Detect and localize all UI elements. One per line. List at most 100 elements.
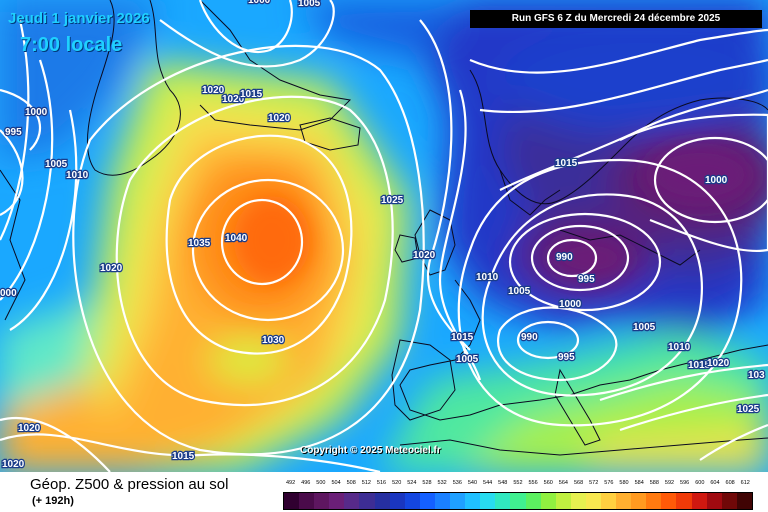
isobar-1015-greenland bbox=[198, 0, 293, 53]
isobar-1020-sw bbox=[0, 417, 111, 472]
legend-value: 608 bbox=[725, 480, 735, 486]
isobar-label: 1015 bbox=[172, 451, 195, 462]
legend-swatch bbox=[329, 493, 345, 509]
isobar-1005-ne bbox=[619, 113, 768, 253]
legend-value: 592 bbox=[664, 480, 675, 486]
isobar-label: 1020 bbox=[268, 113, 291, 124]
isobar-label: 1025 bbox=[381, 195, 404, 206]
isobar-1025-se bbox=[699, 423, 768, 461]
legend-swatch bbox=[525, 493, 541, 509]
legend-value: 548 bbox=[498, 480, 508, 486]
legend-value: 540 bbox=[467, 480, 478, 486]
isobar-1020-se bbox=[619, 393, 768, 432]
legend-swatch bbox=[585, 493, 601, 509]
legend-swatch bbox=[314, 493, 330, 509]
map-footer: Géop. Z500 & pression au sol (+ 192h) 49… bbox=[0, 472, 768, 512]
legend-swatch bbox=[706, 493, 722, 509]
z500-color-field bbox=[0, 0, 768, 472]
isobar-label: 1005 bbox=[633, 322, 656, 333]
isobar-1035-high bbox=[191, 178, 345, 322]
map-parameter-title: Géop. Z500 & pression au sol bbox=[30, 476, 229, 493]
forecast-date: Jeudi 1 janvier 2026 bbox=[8, 10, 150, 27]
legend-value: 532 bbox=[437, 480, 447, 486]
ireland-coastline bbox=[394, 234, 419, 263]
isobar-label: 1040 bbox=[225, 233, 248, 244]
greenland-coastline bbox=[86, 0, 181, 176]
isobar-label: 1015 bbox=[555, 158, 578, 169]
isobar-1010-central bbox=[457, 158, 743, 427]
isobar-north-1 bbox=[469, 28, 768, 74]
legend-value: 500 bbox=[316, 480, 326, 486]
legend-value: 604 bbox=[710, 480, 720, 486]
legend-value-labels: 492 496 500 504 508 512 516 520 524 528 532 536 540 5… bbox=[283, 480, 753, 490]
isobar-label: 1005 bbox=[456, 354, 479, 365]
isobar-1005-central bbox=[481, 193, 703, 397]
isobar-1030 bbox=[165, 134, 353, 355]
isobars bbox=[0, 0, 768, 472]
legend-value: 496 bbox=[301, 480, 311, 486]
isobar-1000-low bbox=[508, 212, 662, 312]
legend-swatch bbox=[721, 493, 737, 509]
forecast-time: 7:00 locale bbox=[20, 34, 123, 56]
scandinavia-coastline bbox=[469, 69, 768, 205]
legend-swatch bbox=[450, 493, 466, 509]
geopotential-map-canvas: 1000 1005 995 1000 1005 1010 1020 1020 1… bbox=[0, 0, 768, 472]
legend-swatch bbox=[540, 493, 556, 509]
isobar-1015-ne bbox=[499, 88, 768, 191]
legend-swatch bbox=[389, 493, 405, 509]
legend-value: 508 bbox=[346, 480, 356, 486]
labrador-coastline bbox=[0, 169, 26, 321]
isobar-label: 1015 bbox=[240, 89, 263, 100]
legend-swatch bbox=[616, 493, 632, 509]
isobar-label: 1005 bbox=[298, 0, 321, 9]
legend-value: 492 bbox=[285, 480, 296, 486]
isobar-label: 1015 bbox=[451, 332, 474, 343]
isobar-label: 990 bbox=[521, 332, 538, 343]
isobar-label: 1010 bbox=[668, 342, 691, 353]
weather-map: 1000 1005 995 1000 1005 1010 1020 1020 1… bbox=[0, 0, 768, 472]
isobar-label: 1020 bbox=[18, 423, 41, 434]
legend-swatch bbox=[465, 493, 481, 509]
legend-swatch bbox=[646, 493, 662, 509]
isobar-1020-w bbox=[9, 109, 78, 331]
isobar-label: 990 bbox=[556, 252, 573, 263]
legend-value: 504 bbox=[331, 480, 341, 486]
legend-swatch bbox=[419, 493, 435, 509]
legend-swatch bbox=[434, 493, 451, 509]
legend-value: 520 bbox=[392, 480, 402, 486]
legend-value: 528 bbox=[422, 480, 432, 486]
copyright-notice: Copyright © 2025 Meteociel.fr bbox=[300, 445, 441, 456]
legend-value: 536 bbox=[452, 480, 462, 486]
isobar-label: 1020 bbox=[100, 263, 123, 274]
isobar-990-low-south bbox=[516, 320, 580, 360]
legend-swatch bbox=[510, 493, 526, 509]
legend-swatch bbox=[631, 493, 647, 509]
isobar-1000-ne bbox=[653, 136, 768, 224]
isobar-1020-outer bbox=[72, 44, 425, 456]
legend-color-swatches bbox=[283, 492, 753, 510]
legend-value: 600 bbox=[695, 480, 705, 486]
legend-value: 580 bbox=[619, 480, 629, 486]
legend-value: 588 bbox=[649, 480, 659, 486]
norway-coast bbox=[499, 169, 561, 216]
isobar-label: 1020 bbox=[2, 459, 25, 470]
isobar-labels: 1000 1005 995 1000 1005 1010 1020 1020 1… bbox=[0, 0, 766, 471]
isobar-label: 1000 bbox=[559, 299, 582, 310]
legend-swatch bbox=[480, 493, 496, 509]
north-africa-coastline bbox=[399, 437, 768, 456]
legend-value: 568 bbox=[573, 480, 584, 486]
isobar-north-2 bbox=[479, 58, 768, 114]
legend-value: 544 bbox=[483, 480, 493, 486]
isobar-label: 1010 bbox=[66, 170, 89, 181]
isobar-1025 bbox=[115, 95, 394, 407]
isobar-label: 1010 bbox=[476, 272, 499, 283]
italy-coastline bbox=[554, 368, 601, 446]
isobar-1020-greenland bbox=[159, 0, 335, 68]
isobar-1005-w bbox=[0, 129, 24, 216]
isobar-label: 1000 bbox=[25, 107, 48, 118]
legend-swatch bbox=[404, 493, 420, 509]
isobar-label: 1000 bbox=[705, 175, 728, 186]
isobar-label: 995 bbox=[578, 274, 595, 285]
isobar-1015-se bbox=[599, 363, 768, 402]
legend-value: 596 bbox=[680, 480, 690, 486]
